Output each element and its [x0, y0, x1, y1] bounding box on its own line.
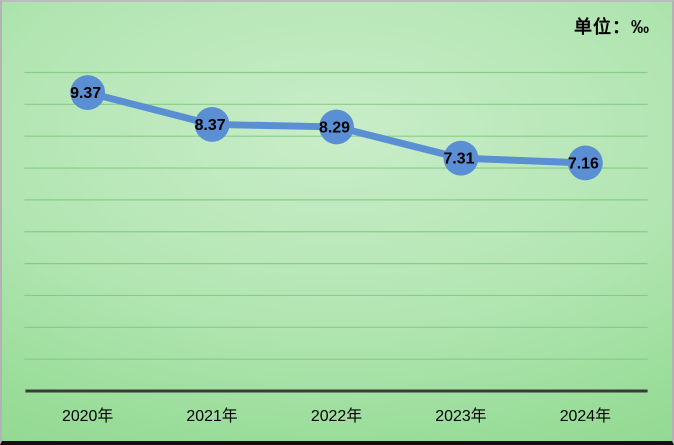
x-axis-label: 2020年 [62, 407, 113, 425]
x-axis-label: 2021年 [186, 407, 237, 425]
data-point-marker [443, 140, 479, 176]
data-point-marker [319, 109, 354, 145]
data-point-marker [194, 107, 230, 142]
data-label: 8.29 [319, 119, 350, 136]
data-label: 7.16 [568, 155, 599, 172]
x-axis-label: 2023年 [435, 407, 486, 425]
data-point-marker [70, 75, 106, 111]
data-point-marker [567, 145, 603, 181]
x-axis-label: 2022年 [311, 407, 362, 425]
data-label: 9.37 [70, 85, 101, 102]
x-axis-label: 2024年 [560, 407, 611, 425]
unit-label: 单位：‰ [574, 17, 650, 37]
data-label: 8.37 [195, 117, 226, 134]
data-label: 7.31 [443, 151, 474, 168]
